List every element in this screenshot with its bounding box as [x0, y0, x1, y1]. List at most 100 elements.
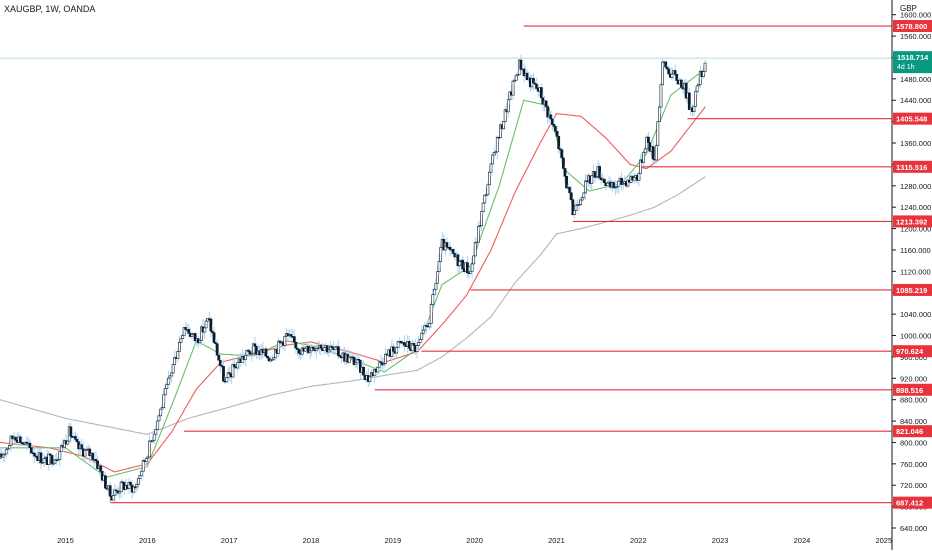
candle-body: [129, 481, 133, 486]
candle-body: [119, 481, 123, 493]
candle-body: [562, 157, 565, 169]
y-tick-label: 1000.000: [900, 332, 931, 341]
candle-body: [395, 347, 398, 354]
level-price-label-bg: [893, 496, 932, 509]
candle-body: [253, 343, 257, 347]
level-price-label: 1405.548: [896, 115, 927, 124]
time-axis[interactable]: 2015 2016 2017 2018 2019 2020 2021 2022 2023 2024…: [57, 536, 892, 545]
candle-body: [327, 349, 331, 353]
candle-body: [264, 348, 268, 357]
candle-body: [532, 78, 535, 84]
candle-body: [646, 136, 650, 143]
x-tick-label: 2024: [794, 536, 811, 545]
candle-body: [39, 452, 43, 464]
candle-body: [173, 357, 177, 365]
candle-body: [171, 364, 175, 374]
candle-body: [680, 79, 683, 88]
candle-body: [33, 452, 37, 457]
y-tick-label: 1440.000: [900, 96, 931, 105]
candle-body: [511, 80, 515, 96]
candle-body: [140, 470, 144, 476]
candle-body: [418, 339, 422, 343]
candle-body: [481, 202, 485, 212]
y-tick-label: 1200.000: [900, 225, 931, 234]
candle-body: [42, 458, 46, 463]
candle-body: [181, 335, 184, 339]
candle-body: [429, 304, 433, 324]
candle-body: [539, 87, 543, 99]
level-price-label-bg: [893, 425, 932, 438]
candle-body: [99, 465, 103, 472]
candle-body: [209, 318, 213, 332]
candle-body: [162, 394, 166, 408]
candle-body: [152, 433, 156, 441]
bar-countdown-label: 4d 1h: [897, 64, 915, 71]
candle-body: [14, 436, 18, 441]
candle-body: [170, 372, 173, 377]
candle-body: [336, 346, 340, 356]
y-tick-label: 720.000: [900, 481, 927, 490]
candle-body: [176, 350, 180, 359]
y-tick-label: 1600.000: [900, 11, 931, 20]
candle-body: [656, 121, 660, 146]
candle-body: [702, 71, 705, 77]
candle-body: [292, 336, 296, 343]
horizontal-levels[interactable]: [0, 25, 892, 504]
candle-body: [66, 440, 70, 445]
candle-body: [6, 447, 10, 450]
candle-body: [670, 73, 674, 78]
candle-body: [651, 146, 655, 160]
candle-body: [642, 152, 646, 163]
candle-body: [294, 341, 298, 349]
candle-body: [550, 118, 554, 125]
x-tick-label: 2015: [57, 536, 74, 545]
candle-body: [412, 343, 416, 346]
candle-body: [466, 262, 469, 273]
candle-body: [69, 426, 73, 437]
y-tick-label: 1480.000: [900, 75, 931, 84]
x-tick-label: 2017: [221, 536, 238, 545]
candle-body: [135, 484, 139, 488]
candle-body: [639, 159, 642, 174]
y-tick-label: 920.000: [900, 374, 927, 383]
candle-body: [461, 259, 465, 270]
candle-body: [431, 294, 435, 305]
candle-body: [486, 184, 490, 196]
candle-body: [694, 91, 697, 107]
candle-body: [469, 270, 472, 274]
x-tick-label: 2023: [712, 536, 729, 545]
candle-body: [661, 61, 664, 86]
candle-body: [417, 342, 421, 346]
candle-body: [47, 453, 51, 465]
candle-body: [535, 83, 539, 89]
candle-body: [236, 362, 240, 369]
moving-average-line: [0, 176, 706, 435]
candle-body: [193, 333, 197, 342]
candle-body: [557, 136, 561, 150]
candle-body: [215, 343, 219, 356]
candle-body: [217, 354, 221, 361]
candle-body: [514, 75, 518, 81]
candle-body: [632, 177, 636, 181]
candle-body: [448, 246, 452, 250]
candle-body: [137, 478, 140, 485]
candle-body: [218, 359, 222, 366]
candle-body: [187, 329, 191, 334]
y-tick-label: 840.000: [900, 417, 927, 426]
candle-body: [445, 242, 449, 248]
candle-body: [50, 455, 54, 465]
candle-body: [477, 226, 480, 243]
candle-body: [132, 486, 136, 493]
candle-body: [703, 62, 707, 72]
candle-body: [568, 186, 572, 194]
candle-body: [297, 349, 301, 354]
candle-body: [225, 377, 229, 382]
candle-body: [155, 420, 159, 430]
candle-body: [439, 247, 443, 262]
level-price-label-bg: [893, 160, 932, 173]
moving-average-line: [0, 106, 706, 473]
candle-body: [165, 384, 169, 389]
level-price-label-bg: [893, 283, 932, 296]
